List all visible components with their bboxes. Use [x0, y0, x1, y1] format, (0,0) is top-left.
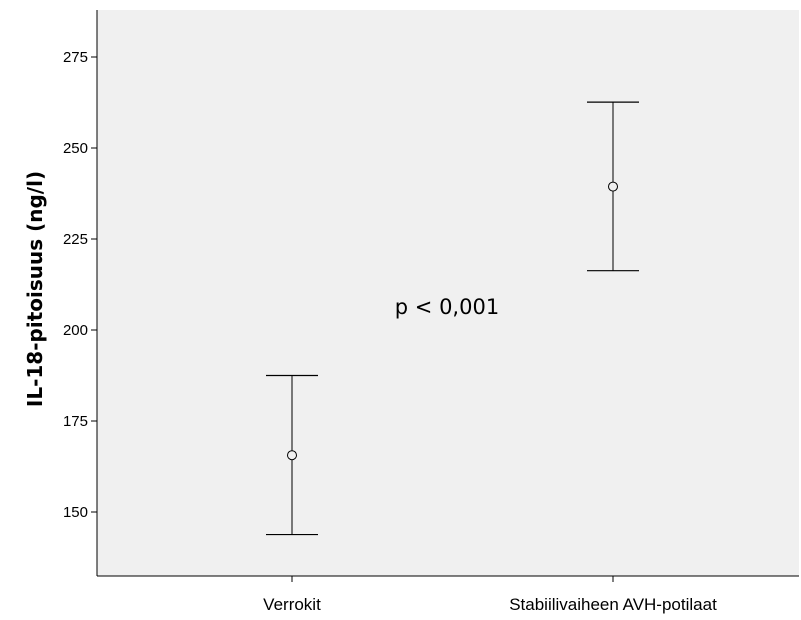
y-tick-label: 275 — [63, 49, 88, 66]
y-tick-label: 225 — [63, 231, 88, 248]
p-value-annotation: p < 0,001 — [395, 295, 499, 319]
y-tick-label: 150 — [63, 504, 88, 521]
x-tick-label: Stabiilivaiheen AVH-potilaat — [509, 595, 717, 614]
x-axis-ticks: Verrokit Stabiilivaiheen AVH-potilaat — [263, 576, 717, 614]
x-tick-label: Verrokit — [263, 595, 321, 614]
y-axis-label: IL-18-pitoisuus (ng/l) — [23, 171, 47, 407]
y-tick-label: 200 — [63, 322, 88, 339]
y-tick-label: 250 — [63, 140, 88, 157]
mean-point — [287, 450, 297, 461]
y-axis-ticks: 150 175 200 225 250 275 — [63, 49, 97, 521]
error-bars — [266, 101, 639, 536]
mean-point — [608, 181, 618, 192]
y-tick-label: 175 — [63, 413, 88, 430]
plot-area — [97, 10, 799, 576]
